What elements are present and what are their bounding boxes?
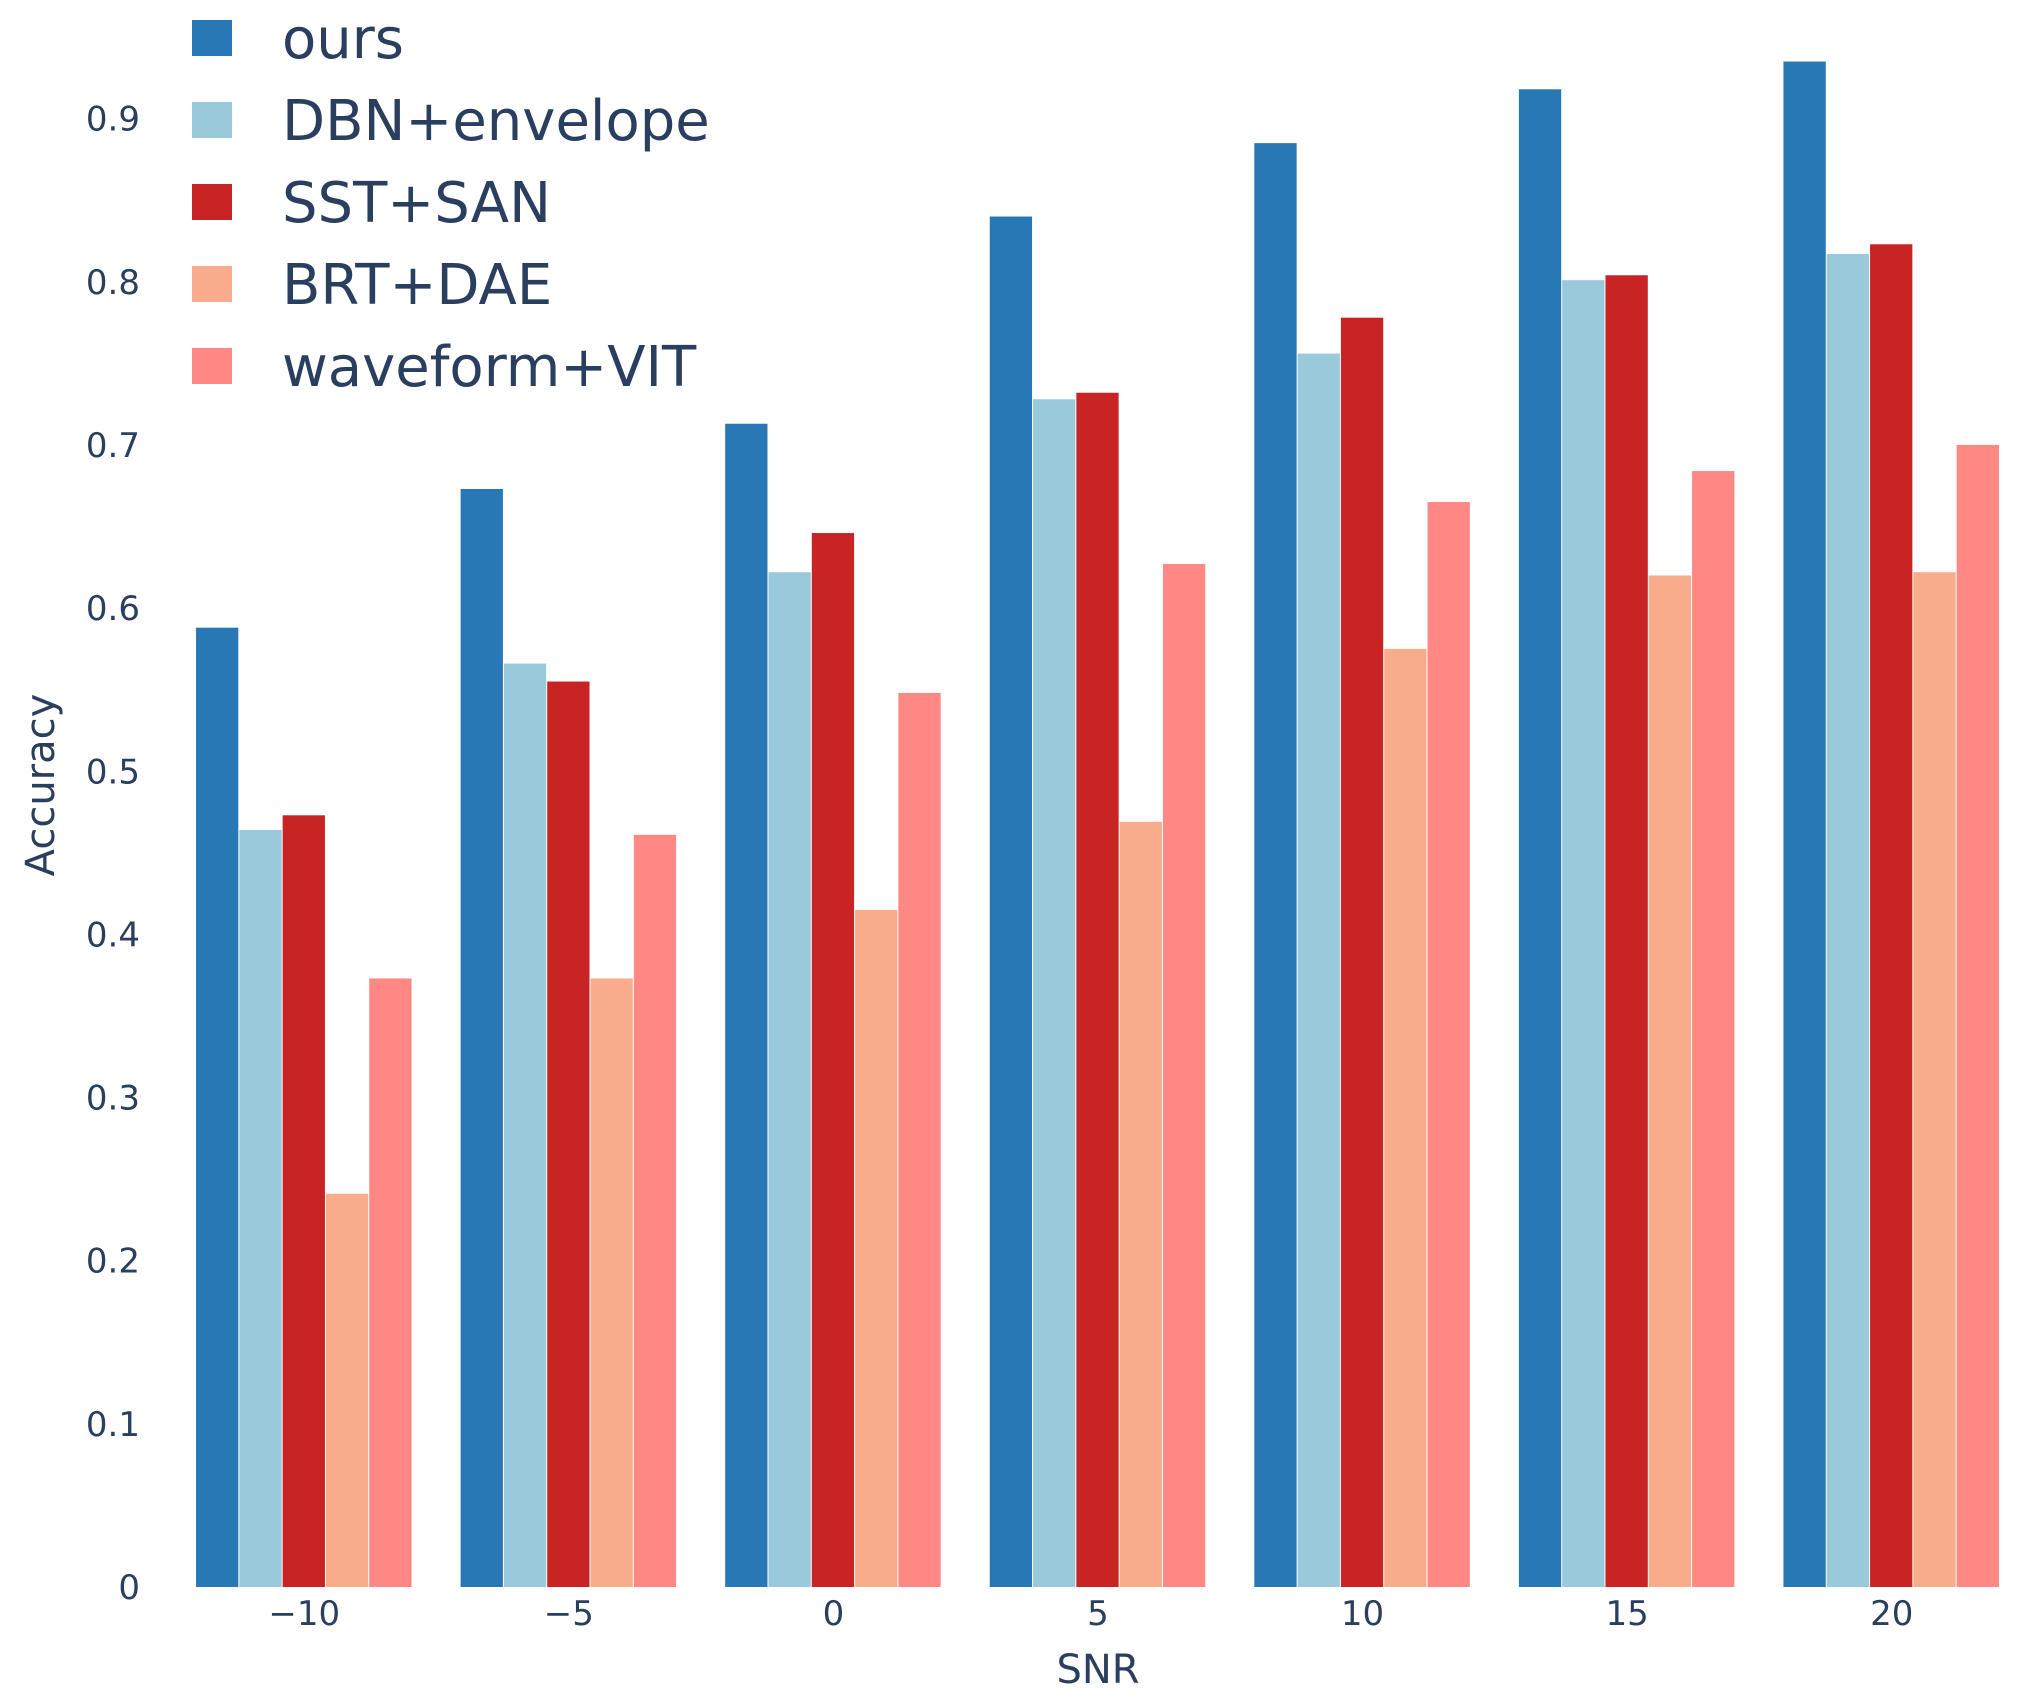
legend-label: waveform+VIT [282, 335, 697, 400]
y-tick-label: 0.9 [86, 100, 140, 140]
bar-group [1783, 61, 1999, 1588]
bar[interactable] [1518, 89, 1562, 1587]
y-tick-label: 0.6 [86, 589, 140, 629]
bar[interactable] [1340, 317, 1384, 1588]
y-tick-label: 0.3 [86, 1079, 140, 1119]
bar[interactable] [989, 216, 1033, 1587]
x-tick-label: 20 [1870, 1594, 1913, 1634]
bar[interactable] [1605, 275, 1648, 1587]
x-axis-title: SNR [1056, 1647, 1139, 1693]
legend-swatch [192, 348, 232, 384]
legend-label: DBN+envelope [282, 89, 710, 154]
bar[interactable] [1913, 572, 1956, 1587]
bar[interactable] [1033, 399, 1076, 1587]
bar[interactable] [239, 829, 282, 1587]
bar[interactable] [503, 663, 547, 1587]
bar[interactable] [633, 834, 677, 1587]
bar[interactable] [1254, 143, 1297, 1587]
legend-label: BRT+DAE [282, 253, 552, 318]
legend-item[interactable]: DBN+envelope [192, 89, 710, 154]
y-axis-title: Accuracy [18, 694, 64, 877]
bar[interactable] [369, 978, 412, 1587]
bar[interactable] [1956, 444, 1999, 1588]
legend-swatch [192, 266, 232, 302]
bar[interactable] [768, 572, 811, 1587]
bar[interactable] [1119, 821, 1162, 1587]
bar[interactable] [325, 1193, 369, 1587]
bar-group [725, 423, 941, 1587]
y-tick-label: 0.5 [86, 752, 140, 792]
y-tick-label: 0.2 [86, 1242, 140, 1282]
bar-group [989, 216, 1206, 1587]
bar[interactable] [1648, 575, 1692, 1587]
legend-item[interactable]: waveform+VIT [192, 335, 697, 400]
bar-group [196, 627, 412, 1587]
y-tick-label: 0.1 [86, 1405, 140, 1445]
bar-group [460, 489, 677, 1587]
bar[interactable] [811, 533, 855, 1587]
legend-label: SST+SAN [282, 171, 551, 236]
bar[interactable] [1162, 564, 1206, 1587]
x-tick-label: 5 [1087, 1594, 1109, 1634]
bar[interactable] [1076, 392, 1119, 1587]
y-tick-label: 0.7 [86, 426, 140, 466]
legend-item[interactable]: SST+SAN [192, 171, 551, 236]
bars-layer [196, 61, 1999, 1588]
bar[interactable] [1562, 280, 1605, 1587]
y-tick-label: 0.8 [86, 263, 140, 303]
bar[interactable] [1783, 61, 1826, 1587]
x-tick-label: 10 [1341, 1594, 1384, 1634]
y-axis-ticks: 0 0.1 0.2 0.3 0.4 0.5 0.6 0.7 0.8 0.9 [86, 100, 140, 1608]
x-tick-label: −10 [268, 1594, 340, 1634]
legend-item[interactable]: ours [192, 7, 404, 72]
bar[interactable] [282, 815, 325, 1587]
legend-swatch [192, 20, 232, 56]
bar-group [1518, 89, 1735, 1587]
bar[interactable] [590, 978, 633, 1587]
bar[interactable] [1870, 244, 1913, 1587]
bar[interactable] [725, 423, 768, 1587]
legend[interactable]: ours DBN+envelope SST+SAN BRT+DAE waveform+V… [192, 7, 710, 400]
y-tick-label: 0.4 [86, 915, 140, 955]
bar[interactable] [460, 489, 503, 1587]
bar[interactable] [196, 627, 239, 1587]
legend-item[interactable]: BRT+DAE [192, 253, 552, 318]
bar[interactable] [898, 692, 941, 1587]
bar[interactable] [1384, 648, 1427, 1587]
legend-swatch [192, 102, 232, 138]
bar-group [1254, 143, 1470, 1588]
bar[interactable] [547, 681, 590, 1587]
bar[interactable] [1427, 502, 1470, 1587]
legend-swatch [192, 184, 232, 220]
x-tick-label: 15 [1606, 1594, 1649, 1634]
bar[interactable] [1692, 471, 1735, 1587]
bar[interactable] [855, 909, 898, 1587]
x-axis-ticks: −10 −5 0 5 10 15 20 [268, 1594, 1913, 1634]
bar[interactable] [1297, 353, 1340, 1588]
x-tick-label: −5 [544, 1594, 594, 1634]
legend-label: ours [282, 7, 404, 72]
x-tick-label: 0 [823, 1594, 845, 1634]
bar[interactable] [1826, 254, 1870, 1587]
y-tick-label: 0 [118, 1568, 140, 1608]
